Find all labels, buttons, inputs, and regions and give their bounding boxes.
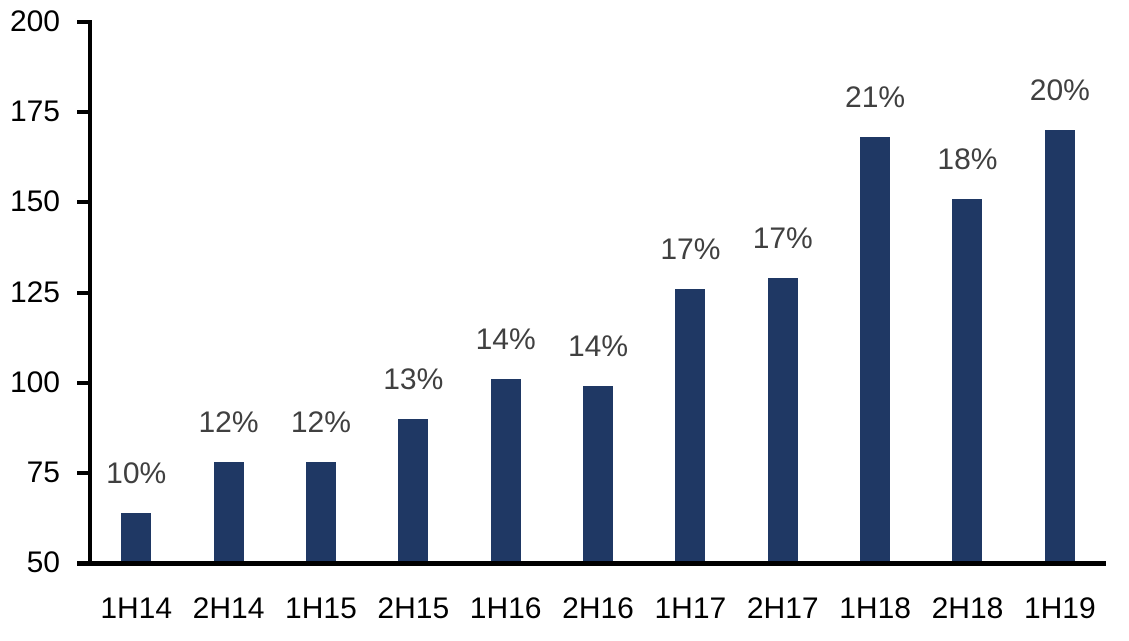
y-tick-mark xyxy=(77,200,89,205)
x-tick-label: 1H14 xyxy=(100,592,173,625)
y-tick-label: 100 xyxy=(9,365,60,399)
bar-value-label: 12% xyxy=(198,406,259,439)
bar-value-label: 18% xyxy=(937,142,998,176)
y-tick-label: 50 xyxy=(26,546,60,579)
y-tick-label: 175 xyxy=(9,95,60,129)
bar xyxy=(121,512,152,561)
y-tick-mark xyxy=(77,290,89,295)
bar-value-label: 14% xyxy=(567,330,629,364)
y-axis-line xyxy=(88,20,92,566)
x-tick-label: 2H16 xyxy=(562,592,634,625)
bar-value-label: 20% xyxy=(1029,74,1090,108)
x-tick-label: 1H17 xyxy=(654,592,727,625)
x-tick-label: 2H17 xyxy=(746,592,819,625)
y-tick-mark xyxy=(77,470,89,475)
x-tick-label: 1H16 xyxy=(469,592,542,625)
x-tick-label: 1H19 xyxy=(1023,592,1096,625)
bar-value-label: 21% xyxy=(845,81,906,115)
bar xyxy=(1044,130,1075,561)
x-tick-label: 2H14 xyxy=(192,592,265,625)
x-tick-label: 1H18 xyxy=(839,592,911,625)
bar-value-label: 17% xyxy=(660,232,721,266)
bar-value-label: 10% xyxy=(106,456,167,490)
y-tick-label: 125 xyxy=(9,275,60,309)
y-tick-label: 75 xyxy=(26,455,60,489)
y-tick-mark xyxy=(77,110,89,115)
bar xyxy=(398,418,429,561)
x-tick-label: 2H15 xyxy=(377,592,450,625)
bar xyxy=(767,278,798,561)
bar xyxy=(675,288,706,561)
bar-value-label: 13% xyxy=(383,362,444,396)
bar xyxy=(860,137,891,561)
bar xyxy=(583,386,613,561)
bar xyxy=(490,379,521,561)
y-tick-label: 200 xyxy=(9,5,60,38)
bar xyxy=(952,198,983,561)
y-tick-label: 150 xyxy=(9,185,60,219)
bar xyxy=(213,462,244,561)
x-tick-label: 1H15 xyxy=(285,592,357,625)
bar-value-label: 14% xyxy=(475,323,536,357)
bar-value-label: 17% xyxy=(752,222,813,256)
bar-value-label: 12% xyxy=(290,406,351,439)
x-axis-line xyxy=(77,561,1106,566)
bar xyxy=(305,462,336,561)
y-tick-mark xyxy=(77,380,89,385)
x-tick-label: 2H18 xyxy=(931,592,1004,625)
y-tick-mark xyxy=(77,20,89,24)
